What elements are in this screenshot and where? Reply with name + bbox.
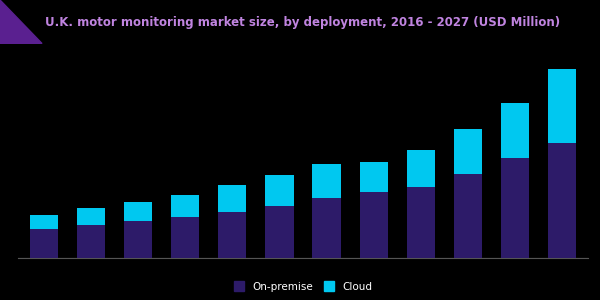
Bar (265, 175, 293, 206)
Bar (407, 187, 435, 258)
Bar (124, 202, 152, 221)
Bar (77, 225, 105, 258)
Bar (359, 162, 388, 192)
Bar (454, 129, 482, 174)
Bar (313, 164, 341, 198)
Legend: On-premise, Cloud: On-premise, Cloud (230, 278, 376, 295)
Bar (77, 208, 105, 225)
Bar (501, 158, 529, 258)
Bar (171, 217, 199, 258)
Bar (359, 192, 388, 258)
Bar (407, 150, 435, 187)
Bar (171, 195, 199, 217)
Bar (30, 229, 58, 258)
Bar (501, 103, 529, 158)
Bar (30, 215, 58, 229)
Bar (548, 69, 576, 142)
Bar (124, 221, 152, 258)
Bar (454, 174, 482, 258)
Polygon shape (0, 0, 42, 44)
Bar (313, 198, 341, 258)
Bar (265, 206, 293, 258)
Text: U.K. motor monitoring market size, by deployment, 2016 - 2027 (USD Million): U.K. motor monitoring market size, by de… (45, 16, 560, 29)
Bar (218, 212, 247, 258)
Bar (218, 184, 247, 212)
Bar (548, 142, 576, 258)
